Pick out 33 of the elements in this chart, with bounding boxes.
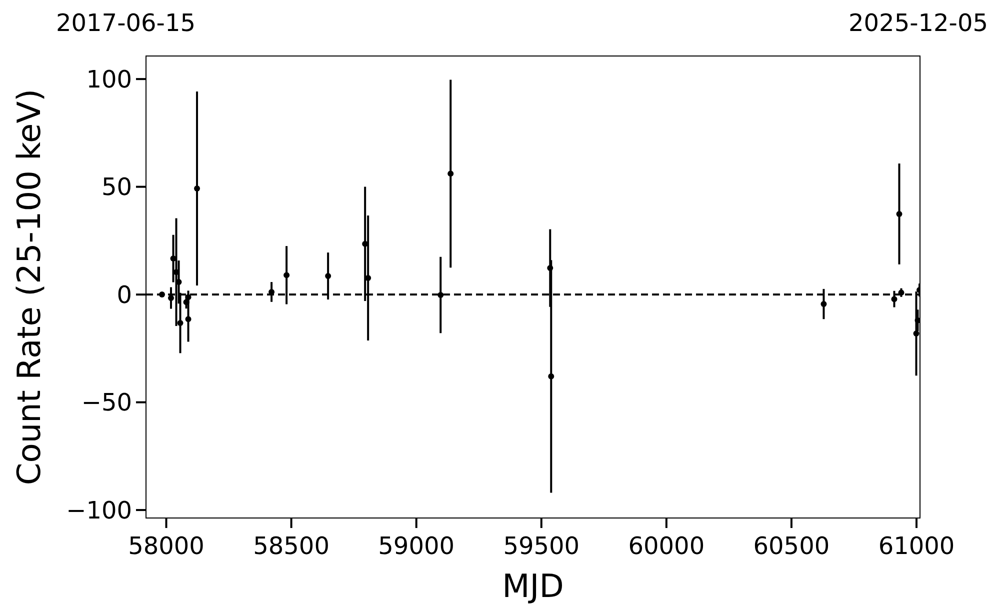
point <box>194 186 200 192</box>
point <box>325 273 332 280</box>
x-tick-label: 59500 <box>503 532 580 560</box>
x-tick-label: 61000 <box>878 532 955 560</box>
point <box>448 170 454 177</box>
y-tick-label: 100 <box>86 65 132 94</box>
point <box>914 317 920 324</box>
x-tick-label: 58500 <box>253 532 330 560</box>
point <box>438 292 444 298</box>
point <box>547 265 554 272</box>
point <box>284 272 290 278</box>
x-tick-label: 60000 <box>628 532 705 560</box>
point <box>891 296 898 302</box>
point <box>185 316 192 322</box>
x-tick-label: 58000 <box>128 532 204 560</box>
y-axis-title: Count Rate (25-100 keV) <box>10 88 48 486</box>
text: 2017-06-15 <box>56 9 196 37</box>
y-tick-label: −50 <box>81 388 132 417</box>
y-tick-label: 50 <box>101 173 132 202</box>
point <box>548 373 554 380</box>
y-tick-label: 0 <box>116 280 132 309</box>
point <box>159 292 166 298</box>
y-tick-label: −100 <box>66 496 132 524</box>
point <box>183 299 190 306</box>
point <box>896 210 902 217</box>
text: 2025-12-05 <box>848 9 988 37</box>
point <box>177 320 184 326</box>
point <box>185 294 192 300</box>
x-tick-label: 60500 <box>753 532 830 560</box>
point <box>820 301 827 308</box>
point <box>913 330 920 337</box>
x-axis-title: MJD <box>502 567 564 605</box>
x-tick-label: 59000 <box>378 532 455 560</box>
